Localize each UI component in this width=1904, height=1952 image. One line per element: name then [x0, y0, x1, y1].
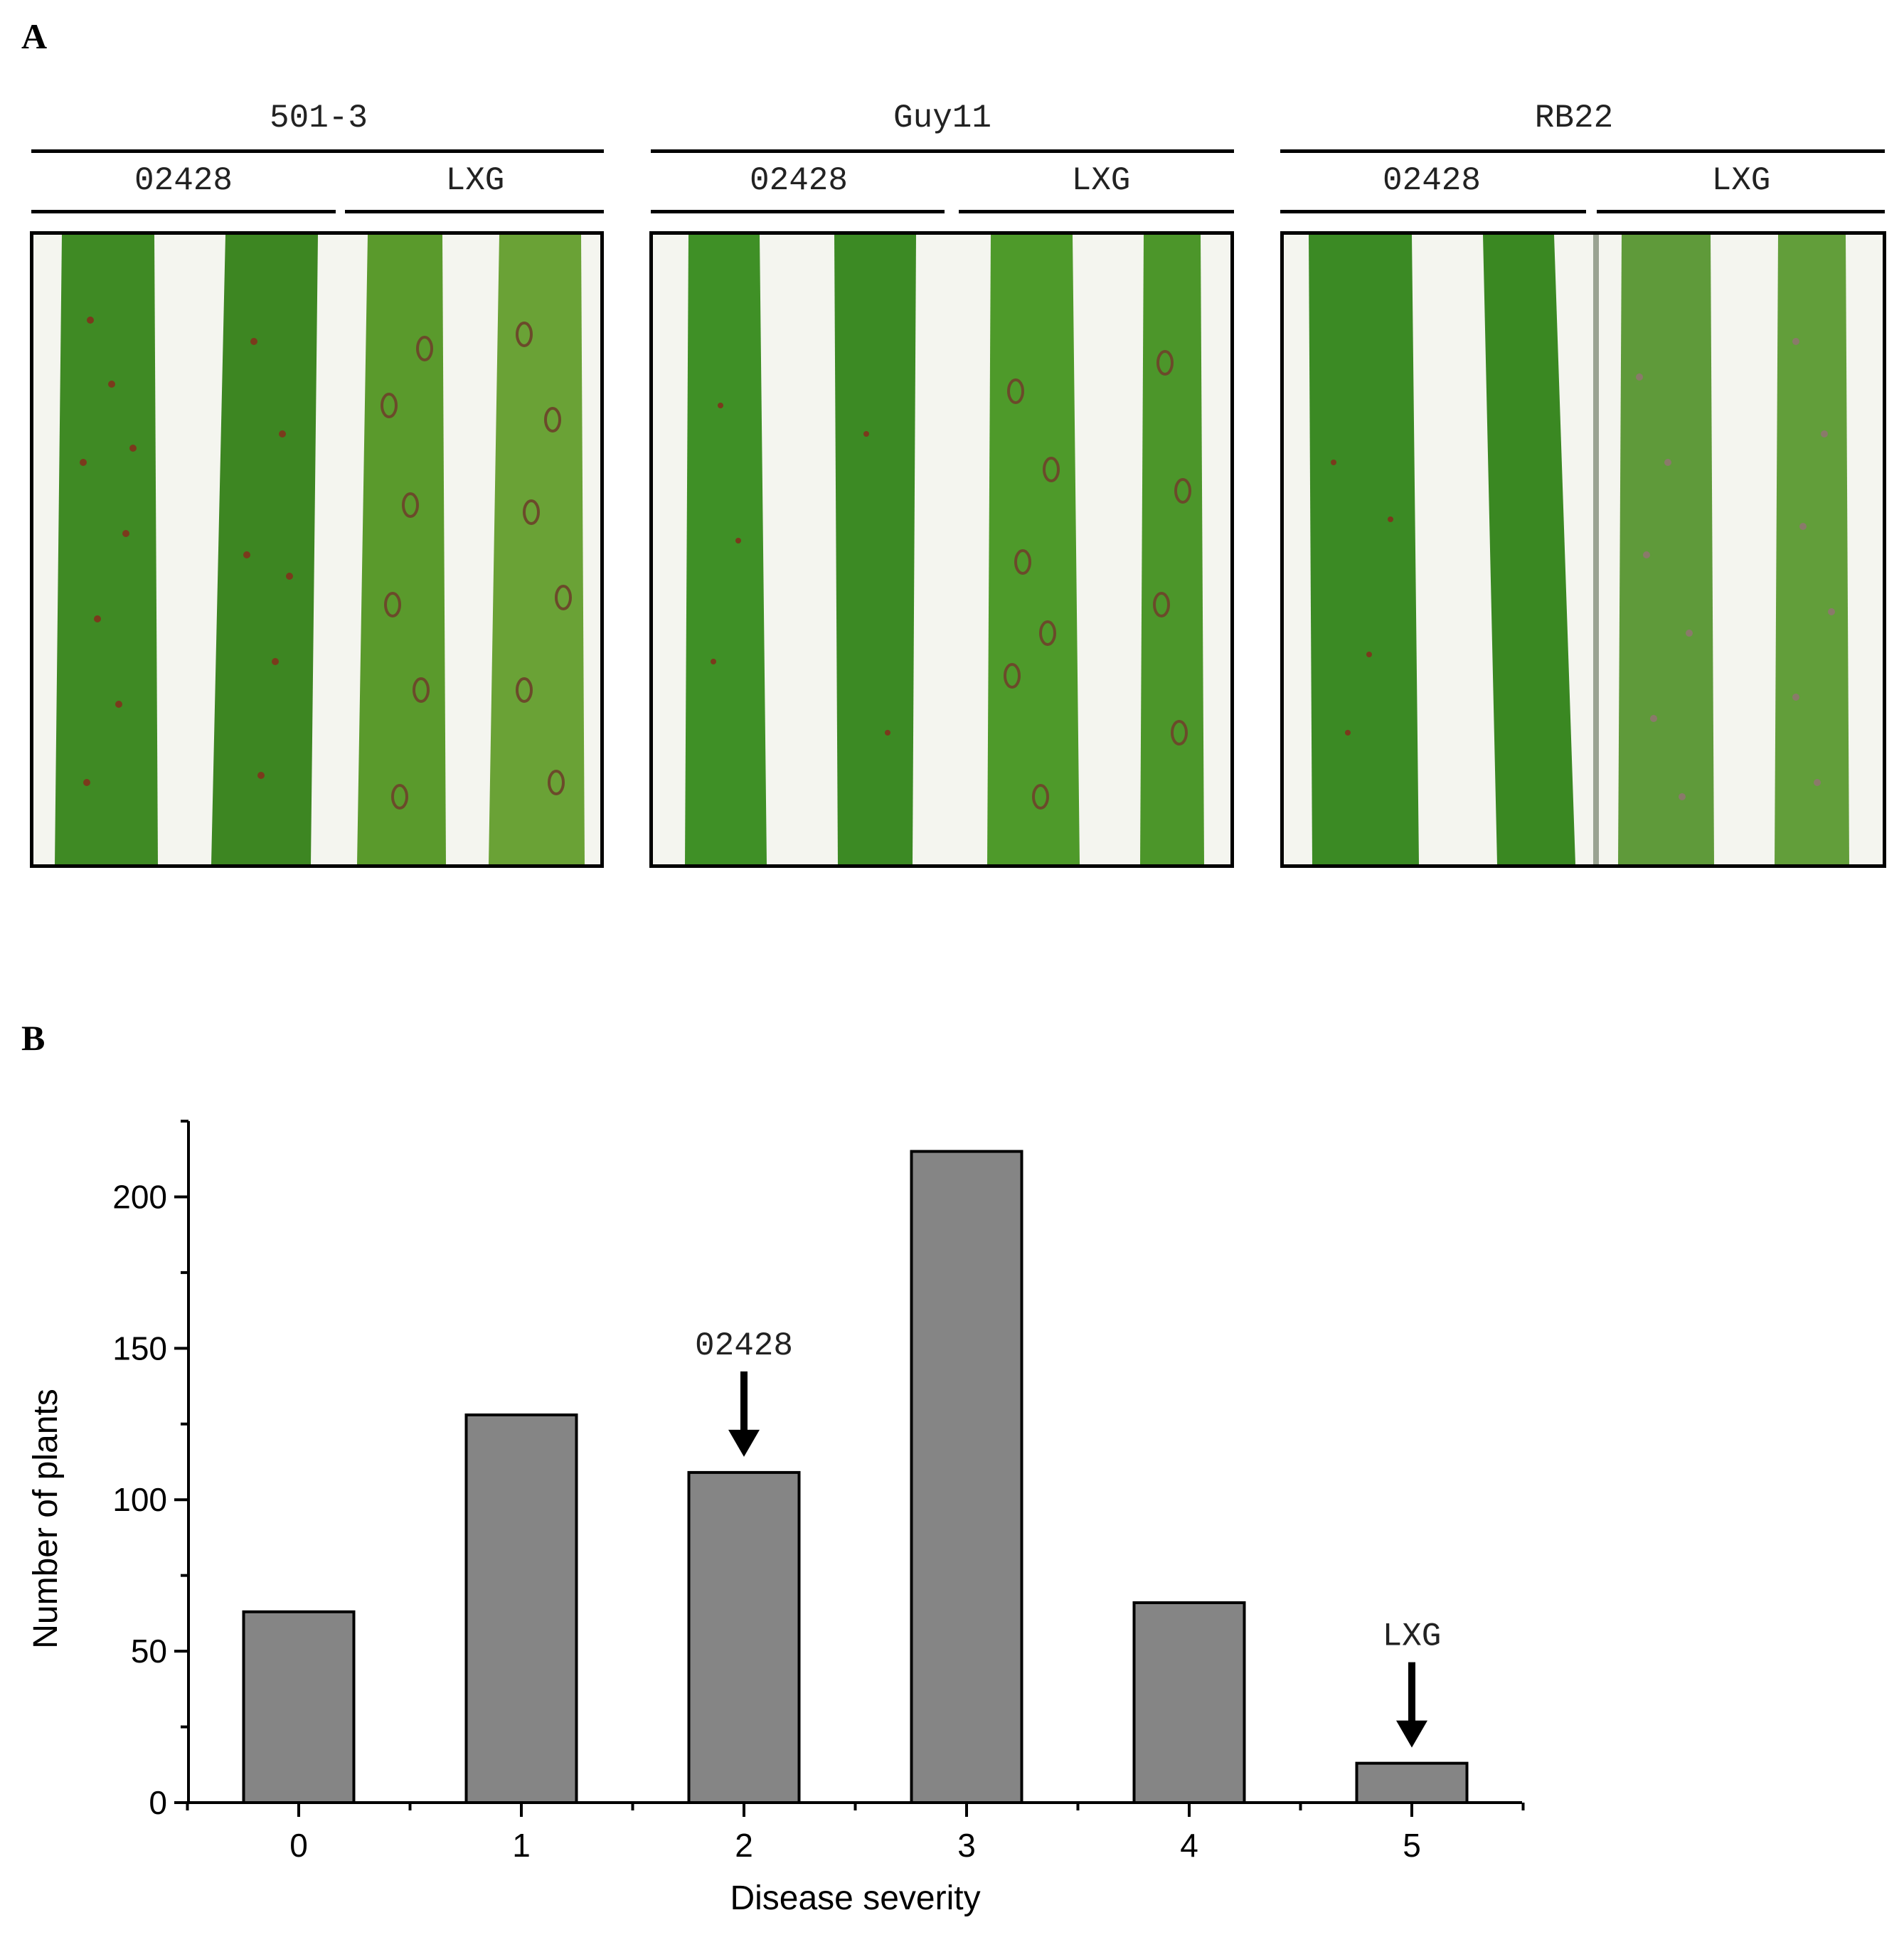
strain-underline [651, 149, 1234, 153]
panel-a-letter: A [21, 16, 48, 56]
cultivar-underline [959, 210, 1234, 213]
x-tick-label: 4 [1180, 1827, 1198, 1864]
x-tick-label: 0 [289, 1827, 308, 1864]
strain-label-501-3: 501-3 [269, 100, 368, 137]
plot-area: 0 50 100 150 200 0 1 2 3 4 5 02428 LXG Disease sev… [27, 1120, 1525, 1917]
bar-severity-0 [242, 1610, 356, 1804]
x-axis-title: Disease severity [730, 1879, 980, 1917]
x-tick-label: 1 [512, 1827, 531, 1864]
cultivar-label: LXG [1711, 162, 1771, 199]
cultivar-underline [1280, 210, 1586, 213]
strain-underline [1280, 149, 1885, 153]
annotation-label: LXG [1383, 1618, 1442, 1655]
bar-severity-4 [1132, 1601, 1246, 1805]
y-tick-label: 50 [131, 1633, 167, 1670]
cultivar-label: LXG [445, 162, 505, 199]
leaf-photo-drawing [55, 235, 585, 864]
y-tick-label: 0 [149, 1784, 167, 1821]
strain-label-guy11: Guy11 [893, 100, 992, 137]
strain-underline [31, 149, 604, 153]
cultivar-underline [31, 210, 336, 213]
panel-b-letter: B [21, 1018, 46, 1058]
bar-chart: 0 50 100 150 200 0 1 2 3 4 5 02428 LXG Disease sev… [27, 1120, 1525, 1917]
y-tick-label: 150 [112, 1330, 167, 1367]
y-tick-label: 200 [112, 1178, 167, 1215]
annotation-arrow-head [728, 1429, 760, 1457]
bar-severity-1 [464, 1413, 578, 1804]
annotation-arrow-head [1396, 1720, 1427, 1748]
x-tick-label: 5 [1403, 1827, 1421, 1864]
leaf-photo-rb22 [1280, 231, 1886, 868]
x-tick-label: 3 [957, 1827, 976, 1864]
annotation-label: 02428 [695, 1327, 793, 1364]
leaf-photo-drawing [1309, 235, 1849, 864]
cultivar-label: 02428 [1382, 162, 1482, 199]
cultivar-label: 02428 [749, 162, 849, 199]
cultivar-label: 02428 [134, 162, 233, 199]
bar-severity-3 [910, 1150, 1023, 1805]
bar-severity-5 [1355, 1761, 1469, 1804]
cultivar-underline [1597, 210, 1885, 213]
y-tick-label: 100 [112, 1481, 167, 1518]
strain-label-rb22: RB22 [1534, 100, 1614, 137]
bar-severity-2 [687, 1470, 801, 1804]
y-axis-title: Number of plants [27, 1389, 65, 1649]
leaf-photo-drawing [685, 235, 1204, 864]
cultivar-label: LXG [1071, 162, 1131, 199]
cultivar-underline [651, 210, 945, 213]
leaf-photo-501-3 [30, 231, 604, 868]
leaf-photo-guy11 [649, 231, 1234, 868]
cultivar-underline [345, 210, 604, 213]
x-tick-label: 2 [735, 1827, 753, 1864]
